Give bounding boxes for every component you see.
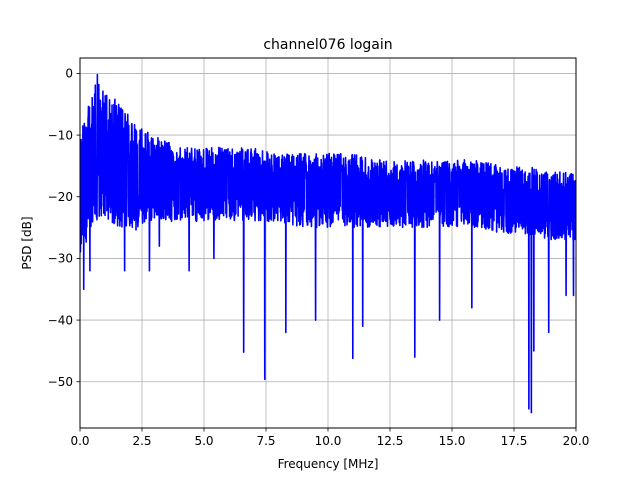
y-tick-label: −40 bbox=[48, 313, 73, 327]
y-tick-label: 0 bbox=[65, 67, 73, 81]
x-axis-ticks: 0.0 2.5 5.0 7.5 10.0 12.5 15.0 17.5 20.0 bbox=[70, 428, 589, 448]
y-tick-label: −20 bbox=[48, 190, 73, 204]
y-tick-label: −10 bbox=[48, 128, 73, 142]
x-tick-label: 12.5 bbox=[377, 434, 404, 448]
x-tick-label: 17.5 bbox=[501, 434, 528, 448]
y-axis-ticks: 0 −10 −20 −30 −40 −50 bbox=[48, 67, 80, 389]
x-tick-label: 10.0 bbox=[315, 434, 342, 448]
psd-series-line bbox=[80, 73, 576, 414]
x-tick-label: 2.5 bbox=[132, 434, 151, 448]
chart-title: channel076 logain bbox=[263, 37, 392, 53]
y-tick-label: −50 bbox=[48, 375, 73, 389]
y-axis-label: PSD [dB] bbox=[20, 216, 34, 269]
x-tick-label: 5.0 bbox=[194, 434, 213, 448]
x-tick-label: 15.0 bbox=[439, 434, 466, 448]
x-tick-label: 20.0 bbox=[563, 434, 590, 448]
x-axis-label: Frequency [MHz] bbox=[278, 457, 379, 471]
x-tick-label: 0.0 bbox=[70, 434, 89, 448]
y-tick-label: −30 bbox=[48, 252, 73, 266]
x-tick-label: 7.5 bbox=[256, 434, 275, 448]
